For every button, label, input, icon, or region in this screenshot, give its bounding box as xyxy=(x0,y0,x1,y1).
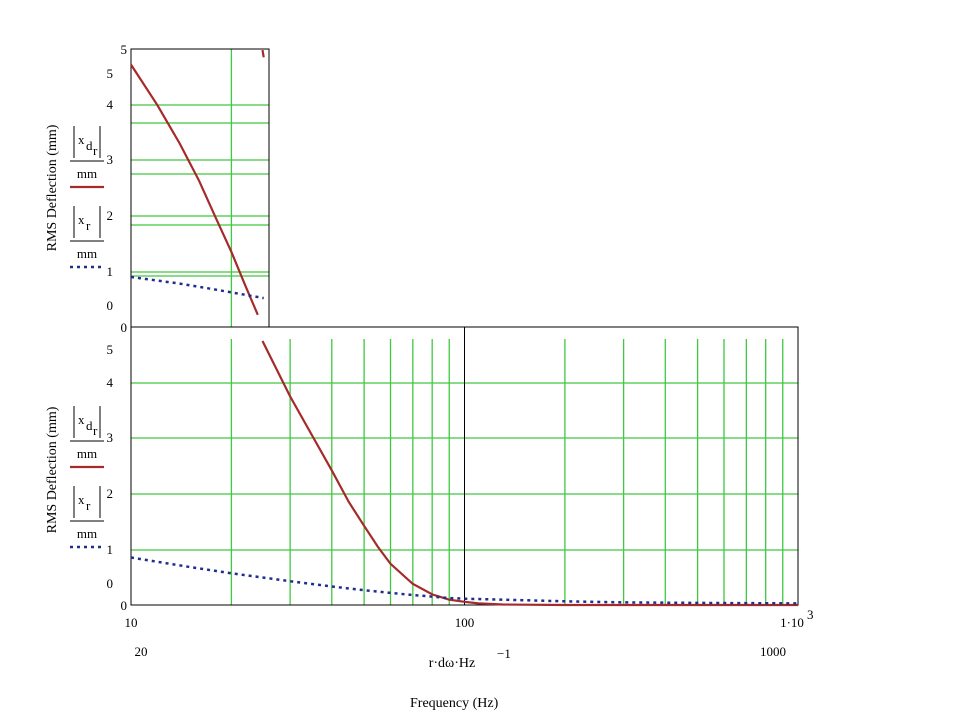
top-series-line-1 xyxy=(261,49,265,58)
x-secondary-tick-label-1: 1000 xyxy=(760,644,786,659)
x-tick-label-0: 10 xyxy=(125,615,138,630)
bottom-y-axis-label: RMS Deflection (mm) xyxy=(45,406,60,533)
bottom-y-tick-label-0: 5 xyxy=(107,342,114,357)
top-y-tick-label-5: 0 xyxy=(107,298,114,313)
bottom-legend-sub-1: r xyxy=(86,498,91,513)
top-y-tick-min-label: 0 xyxy=(121,320,128,335)
bottom-y-tick-label-5: 0 xyxy=(107,576,114,591)
top-legend-var-1: x xyxy=(78,212,85,227)
top-legend-var-0: x xyxy=(78,132,85,147)
bottom-legend-denominator-1: mm xyxy=(77,526,97,541)
bottom-y-tick-label-3: 2 xyxy=(107,486,114,501)
top-y-tick-label-4: 1 xyxy=(107,264,114,279)
bottom-legend-var-0: x xyxy=(78,412,85,427)
bottom-legend-sub-0: d xyxy=(86,418,93,433)
bottom-y-tick-min-label: 0 xyxy=(121,598,128,613)
top-y-tick-label-1: 4 xyxy=(107,97,114,112)
x-tick-label-1: 100 xyxy=(455,615,475,630)
x-tick-label-2: 1·10 xyxy=(780,615,804,630)
x-secondary-tick-label-0: 20 xyxy=(135,644,148,659)
bottom-y-tick-label-4: 1 xyxy=(107,542,114,557)
bottom-y-tick-label-1: 4 xyxy=(107,375,114,390)
top-legend-sub-0: d xyxy=(86,138,93,153)
x-axis-expression-exponent: −1 xyxy=(497,646,511,661)
bottom-series-line-0 xyxy=(261,340,798,607)
top-y-tick-label-2: 3 xyxy=(107,152,114,167)
x-tick-label-2-exponent: 3 xyxy=(807,607,814,622)
top-legend-sub-1: r xyxy=(86,218,91,233)
top-y-tick-label-0: 5 xyxy=(107,66,114,81)
bottom-plot-frame xyxy=(130,326,799,606)
top-series-line-0 xyxy=(130,64,259,316)
top-y-tick-label-3: 2 xyxy=(107,208,114,223)
bottom-y-tick-label-2: 3 xyxy=(107,430,114,445)
top-series-line-2 xyxy=(130,275,264,300)
top-legend-denominator-1: mm xyxy=(77,246,97,261)
bottom-legend-subsub-0: r xyxy=(93,423,98,438)
top-y-axis-label: RMS Deflection (mm) xyxy=(45,124,60,251)
bottom-legend-var-1: x xyxy=(78,492,85,507)
top-legend-subsub-0: r xyxy=(93,143,98,158)
x-axis-expression-label: r·dω·Hz xyxy=(429,656,476,671)
bottom-series-line-1 xyxy=(130,556,799,605)
top-legend-denominator-0: mm xyxy=(77,166,97,181)
top-plot-frame xyxy=(130,48,270,328)
bottom-legend-denominator-0: mm xyxy=(77,446,97,461)
x-axis-caption: Frequency (Hz) xyxy=(410,696,499,711)
top-y-tick-max-label: 5 xyxy=(121,42,128,57)
